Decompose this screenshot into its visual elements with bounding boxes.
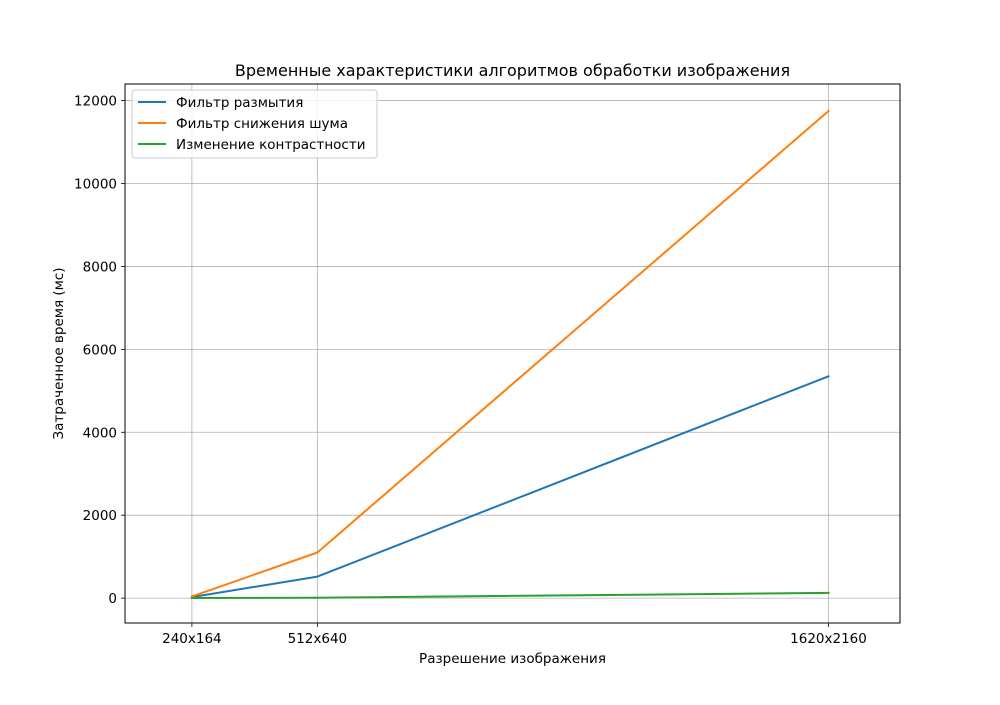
series-line-0	[190, 375, 830, 599]
y-tick-label: 0	[108, 591, 117, 607]
grid-lines	[125, 84, 900, 623]
y-tick-label: 12000	[74, 94, 117, 110]
y-tick-label: 10000	[74, 177, 117, 193]
legend-label-blur: Фильтр размытия	[176, 95, 303, 111]
legend: Фильтр размытия Фильтр снижения шума Изм…	[131, 89, 378, 159]
legend-label-denoise: Фильтр снижения шума	[176, 116, 348, 132]
series-line-2	[190, 591, 830, 600]
x-tick-label: 240x164	[162, 631, 222, 647]
series-line-1	[190, 109, 830, 598]
y-tick-label: 4000	[83, 425, 117, 441]
x-tick-label: 1620x2160	[790, 631, 867, 647]
plot-area-frame	[124, 83, 901, 624]
y-tick-label: 6000	[83, 342, 117, 358]
y-axis-label: Затраченное время (мс)	[51, 268, 67, 440]
x-tick-label: 512x640	[288, 631, 348, 647]
chart-title: Временные характеристики алгоритмов обра…	[235, 61, 790, 80]
legend-box	[131, 89, 378, 159]
series-lines	[190, 109, 830, 600]
legend-label-contrast: Изменение контрастности	[176, 137, 365, 153]
x-axis-label: Разрешение изображения	[419, 651, 606, 667]
y-tick-label: 8000	[83, 259, 117, 275]
y-tick-label: 2000	[83, 508, 117, 524]
axis-ticks: 240x164 512x640 1620x2160 0 2000 4000 6000 8000…	[74, 94, 867, 647]
